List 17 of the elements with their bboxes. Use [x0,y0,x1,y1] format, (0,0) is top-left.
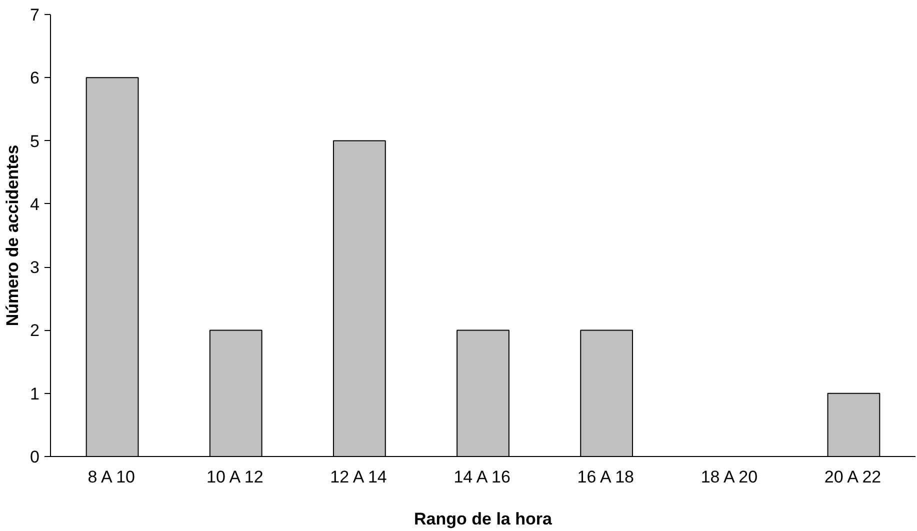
y-tick-label: 2 [30,321,40,340]
y-tick-label: 4 [30,194,40,214]
x-tick-label: 18 A 20 [700,468,758,486]
y-tick-label: 6 [30,68,40,88]
y-tick-label: 7 [30,6,40,24]
x-tick-label: 10 A 12 [206,468,264,486]
y-tick-label: 3 [30,258,40,278]
x-tick-label: 12 A 14 [330,468,387,486]
x-axis-title: Rango de la hora [414,510,552,528]
x-tick-label: 8 A 10 [88,468,135,486]
y-tick-label: 0 [30,448,40,466]
x-tick-label: 14 A 16 [454,468,510,486]
y-axis-title: Número de accidentes [3,144,22,326]
y-tick-label: 5 [30,132,40,151]
y-tick-label: 1 [30,384,40,404]
x-tick-label: 20 A 22 [824,468,882,486]
x-tick-label: 16 A 18 [577,468,634,486]
